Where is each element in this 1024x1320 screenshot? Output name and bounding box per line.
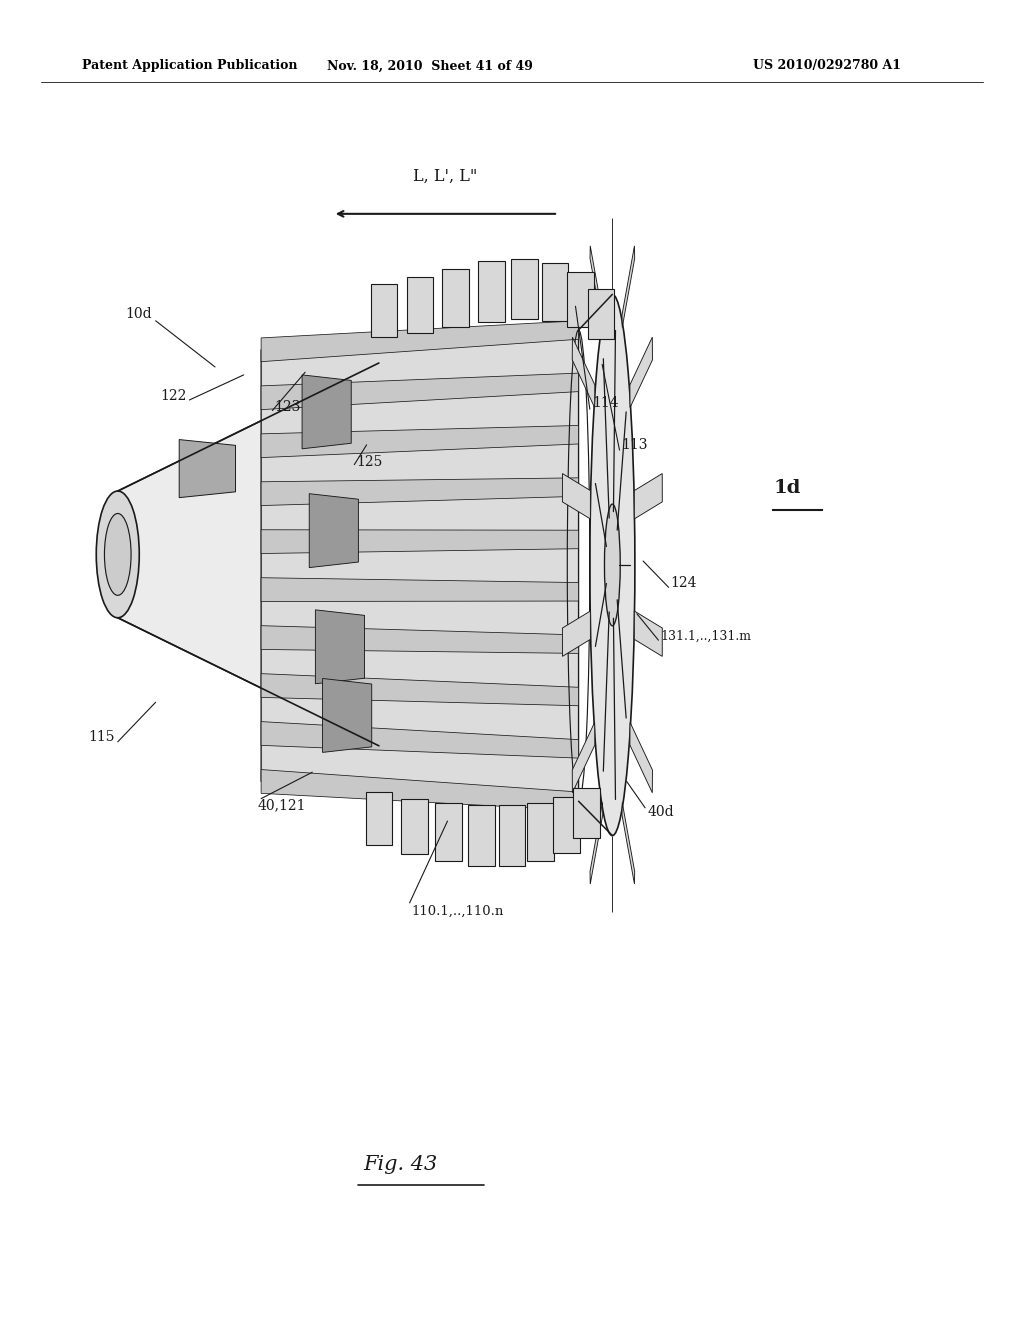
Text: 131.1,..,131.m: 131.1,..,131.m [660,630,752,643]
Polygon shape [401,799,428,854]
Polygon shape [366,792,392,845]
Polygon shape [261,626,579,653]
Text: 114: 114 [592,396,618,409]
Text: US 2010/0292780 A1: US 2010/0292780 A1 [753,59,901,73]
Polygon shape [527,803,554,861]
Ellipse shape [604,504,621,626]
Polygon shape [442,269,469,327]
Polygon shape [435,803,462,861]
Polygon shape [622,246,635,327]
Polygon shape [622,803,635,884]
Ellipse shape [96,491,139,618]
Polygon shape [371,284,397,337]
Polygon shape [261,478,579,506]
Polygon shape [261,673,579,706]
Polygon shape [323,678,372,752]
Text: 115: 115 [88,730,115,743]
Polygon shape [261,529,579,553]
Polygon shape [407,277,433,333]
Polygon shape [478,261,505,322]
Polygon shape [315,610,365,684]
Polygon shape [562,611,591,656]
Text: 122: 122 [160,389,186,403]
Polygon shape [261,425,579,458]
Polygon shape [634,474,663,519]
Polygon shape [590,803,603,884]
Text: 110.1,..,110.n: 110.1,..,110.n [412,904,504,917]
Text: 40d: 40d [647,805,674,818]
Text: L, L', L": L, L', L" [414,168,477,185]
Polygon shape [542,263,568,321]
Polygon shape [630,337,652,408]
Polygon shape [261,330,579,801]
Polygon shape [261,722,579,758]
Polygon shape [562,474,591,519]
Polygon shape [118,363,379,746]
Ellipse shape [104,513,131,595]
Polygon shape [567,272,594,327]
Text: Fig. 43: Fig. 43 [364,1155,438,1173]
Text: 123: 123 [274,400,301,413]
Text: 1d: 1d [773,479,801,498]
Polygon shape [261,321,579,362]
Text: 10d: 10d [125,308,152,321]
Ellipse shape [590,294,635,836]
Polygon shape [573,788,600,838]
Polygon shape [511,259,538,319]
Polygon shape [261,578,579,602]
Text: Patent Application Publication: Patent Application Publication [82,59,297,73]
Polygon shape [468,805,495,866]
Polygon shape [634,611,663,656]
Polygon shape [261,374,579,409]
Polygon shape [553,797,580,853]
Text: 125: 125 [356,455,383,469]
Polygon shape [572,722,595,793]
Text: 124: 124 [671,577,697,590]
Text: 113: 113 [622,438,648,451]
Polygon shape [309,494,358,568]
Polygon shape [588,289,614,339]
Polygon shape [630,722,652,793]
Polygon shape [179,440,236,498]
Text: Nov. 18, 2010  Sheet 41 of 49: Nov. 18, 2010 Sheet 41 of 49 [327,59,534,73]
Polygon shape [572,337,595,408]
Polygon shape [590,246,603,327]
Text: 40,121: 40,121 [258,799,306,812]
Polygon shape [302,375,351,449]
Polygon shape [261,770,579,810]
Polygon shape [499,805,525,866]
